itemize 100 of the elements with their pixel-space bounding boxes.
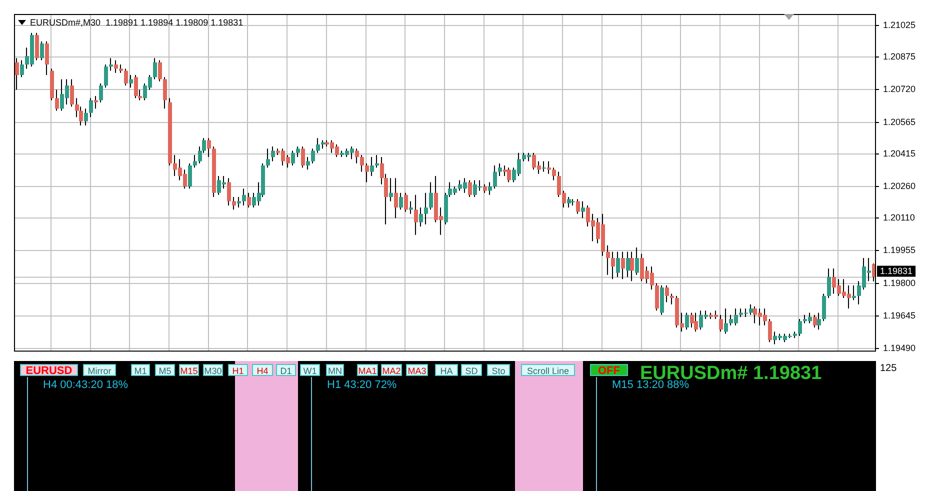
candlestick xyxy=(394,178,398,219)
candlestick xyxy=(576,198,580,214)
y-tick-label: 1.19955 xyxy=(883,245,916,256)
candlestick xyxy=(370,156,374,176)
text: H1 xyxy=(228,364,248,376)
candlestick xyxy=(507,167,511,183)
text: MA1 xyxy=(357,364,378,376)
y-tick-label: 1.19800 xyxy=(883,278,916,288)
candlestick xyxy=(665,284,669,303)
candlestick xyxy=(567,196,571,208)
candlestick xyxy=(694,312,698,332)
candlestick xyxy=(89,98,93,118)
candlestick xyxy=(606,244,610,276)
candlestick xyxy=(749,304,753,316)
candlestick xyxy=(670,293,674,305)
candlestick xyxy=(242,188,246,206)
text: MN xyxy=(326,364,344,376)
y-tick-label: 1.20565 xyxy=(883,116,916,127)
candlestick xyxy=(655,282,659,312)
candlestick xyxy=(20,60,24,78)
text: M15 13:20 88% xyxy=(612,379,690,391)
candlestick xyxy=(503,164,507,176)
candlestick xyxy=(798,318,802,336)
candlestick xyxy=(134,74,138,99)
candlestick xyxy=(291,150,295,166)
candlestick xyxy=(852,284,856,301)
candlestick xyxy=(207,138,211,158)
candlestick xyxy=(827,268,831,299)
text: HA xyxy=(435,364,458,376)
candlestick xyxy=(468,180,472,198)
candlestick xyxy=(547,160,551,174)
chart-title: EURUSDm#,M30 1.19891 1.19894 1.19809 1.19831 xyxy=(30,17,244,28)
y-tick-label: 1.20415 xyxy=(883,148,916,158)
candlestick xyxy=(99,82,103,103)
candlestick xyxy=(271,146,275,162)
candlestick xyxy=(404,192,408,212)
candlestick xyxy=(188,162,192,190)
candlestick xyxy=(94,96,98,110)
candlestick xyxy=(114,60,118,74)
ref-line-label: 1.19831 xyxy=(880,266,913,276)
candlestick xyxy=(232,196,236,210)
candlestick xyxy=(822,293,826,322)
candlestick xyxy=(630,251,634,282)
y-tick-label: 1.20260 xyxy=(883,180,916,191)
y-tick-label: 1.20720 xyxy=(883,84,916,94)
candlestick xyxy=(79,106,83,126)
candlestick xyxy=(375,154,379,168)
candlestick xyxy=(45,40,49,76)
y-tick-label: 1.20110 xyxy=(883,212,915,223)
candlestick xyxy=(626,251,630,278)
candlestick xyxy=(424,192,428,225)
text: 125 xyxy=(880,363,897,374)
candlestick xyxy=(611,251,615,280)
candlestick xyxy=(552,167,556,181)
y-tick-label: 1.19490 xyxy=(883,342,916,353)
candlestick xyxy=(409,200,413,214)
candlestick xyxy=(193,154,197,168)
candlestick xyxy=(129,74,133,88)
text: M5 xyxy=(155,364,175,376)
candlestick xyxy=(70,78,74,108)
candlestick xyxy=(104,64,108,88)
text: W1 xyxy=(300,364,320,376)
candlestick xyxy=(84,108,88,126)
candlestick xyxy=(227,178,231,206)
text: M15 xyxy=(179,364,199,376)
text: OFF xyxy=(590,364,628,377)
candlestick xyxy=(493,164,497,190)
candlestick xyxy=(109,58,113,72)
candlestick xyxy=(768,318,772,343)
candlestick xyxy=(124,68,128,86)
candlestick xyxy=(296,146,300,158)
text: H1 43:20 72% xyxy=(327,379,397,391)
candlestick xyxy=(316,138,320,154)
candlestick xyxy=(247,192,251,208)
y-tick-label: 1.20875 xyxy=(883,52,916,62)
text: M1 xyxy=(131,364,150,376)
candlestick xyxy=(621,251,625,280)
candlestick xyxy=(635,247,639,276)
text: MA2 xyxy=(381,364,402,376)
candlestick xyxy=(813,314,817,328)
y-tick-label: 1.21025 xyxy=(883,20,916,30)
candlestick xyxy=(389,178,393,202)
candlestick xyxy=(419,207,423,227)
text: EURUSD xyxy=(20,364,78,377)
candlestick xyxy=(153,58,157,80)
text: H4 00:43:20 18% xyxy=(43,379,128,391)
candlestick xyxy=(690,312,694,328)
candlestick xyxy=(40,40,44,61)
candlestick xyxy=(414,194,418,236)
candlestick xyxy=(237,196,241,208)
candlestick xyxy=(158,60,162,82)
candlestick xyxy=(719,314,723,332)
candlestick xyxy=(306,156,310,170)
candlestick xyxy=(399,192,403,210)
candlestick xyxy=(311,148,315,164)
candlestick xyxy=(55,89,59,112)
candlestick xyxy=(616,251,620,278)
text: Scroll Line xyxy=(521,364,575,376)
candlestick xyxy=(360,154,364,172)
y-tick-label: 1.19645 xyxy=(883,310,916,320)
